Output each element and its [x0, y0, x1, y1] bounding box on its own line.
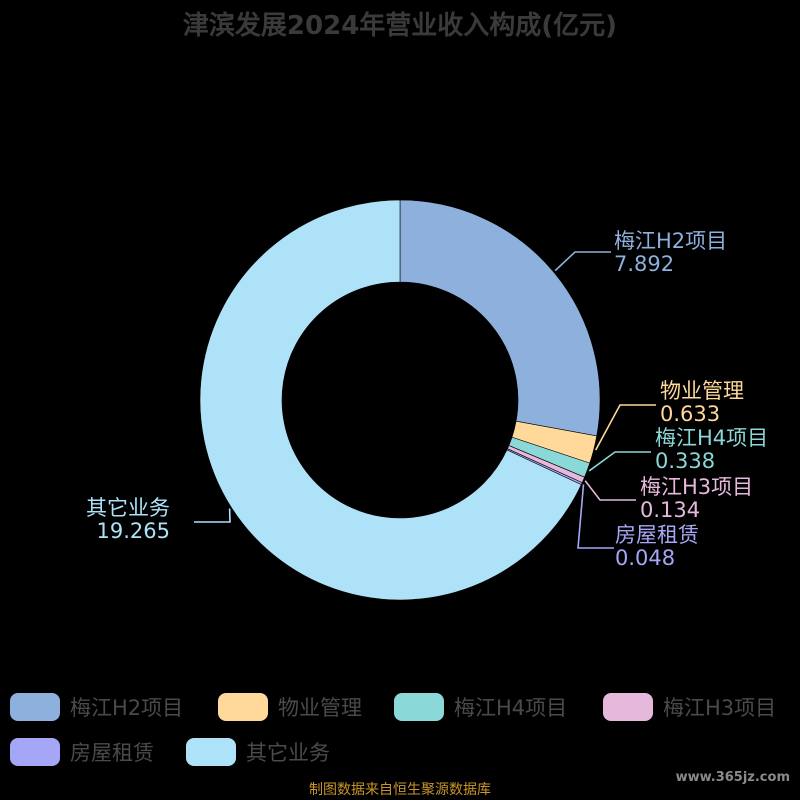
label-leader-line	[194, 508, 231, 523]
slice-label-value: 0.338	[655, 449, 715, 473]
legend-label: 物业管理	[278, 696, 362, 720]
legend-label: 梅江H2项目	[70, 696, 183, 720]
slice-label-name: 梅江H4项目	[655, 426, 768, 450]
label-leader-line	[588, 451, 651, 472]
slice-label-name: 房屋租赁	[615, 523, 699, 547]
source-note: 制图数据来自恒生聚源数据库	[309, 782, 491, 798]
label-leader-line	[554, 251, 611, 272]
legend-item[interactable]: 房屋租赁	[10, 738, 154, 766]
label-leader-line	[584, 480, 636, 501]
slice-label-name: 梅江H2项目	[614, 229, 727, 253]
legend-label: 梅江H3项目	[663, 696, 776, 720]
legend-item[interactable]: 梅江H2项目	[10, 693, 183, 721]
legend-swatch	[218, 693, 268, 721]
slice-label-value: 0.048	[615, 546, 675, 570]
slice-label-value: 19.265	[97, 519, 170, 543]
slice-label-value: 0.134	[640, 498, 700, 522]
slice-label-value: 0.633	[660, 402, 720, 426]
legend-label: 梅江H4项目	[454, 696, 567, 720]
legend-item[interactable]: 其它业务	[186, 738, 330, 766]
legend-swatch	[603, 693, 653, 721]
label-leader-line	[577, 484, 614, 549]
legend-swatch	[186, 738, 236, 766]
slice-label-name: 梅江H3项目	[640, 475, 753, 499]
label-leader-line	[594, 404, 656, 451]
slice-label-value: 7.892	[614, 252, 674, 276]
watermark: www.365jz.com	[676, 770, 790, 785]
pie-slice	[199, 199, 582, 601]
slice-label-name: 其它业务	[86, 496, 170, 520]
pie-slice	[399, 199, 601, 437]
legend-label: 房屋租赁	[70, 741, 154, 765]
pie-slices	[199, 199, 601, 601]
legend-swatch	[394, 693, 444, 721]
legend-item[interactable]: 梅江H4项目	[394, 693, 567, 721]
legend-swatch	[10, 738, 60, 766]
legend-item[interactable]: 梅江H3项目	[603, 693, 776, 721]
slice-label-name: 物业管理	[660, 379, 744, 403]
chart-title: 津滨发展2024年营业收入构成(亿元)	[183, 10, 617, 41]
legend-item[interactable]: 物业管理	[218, 693, 362, 721]
legend-label: 其它业务	[246, 741, 330, 765]
legend-swatch	[10, 693, 60, 721]
